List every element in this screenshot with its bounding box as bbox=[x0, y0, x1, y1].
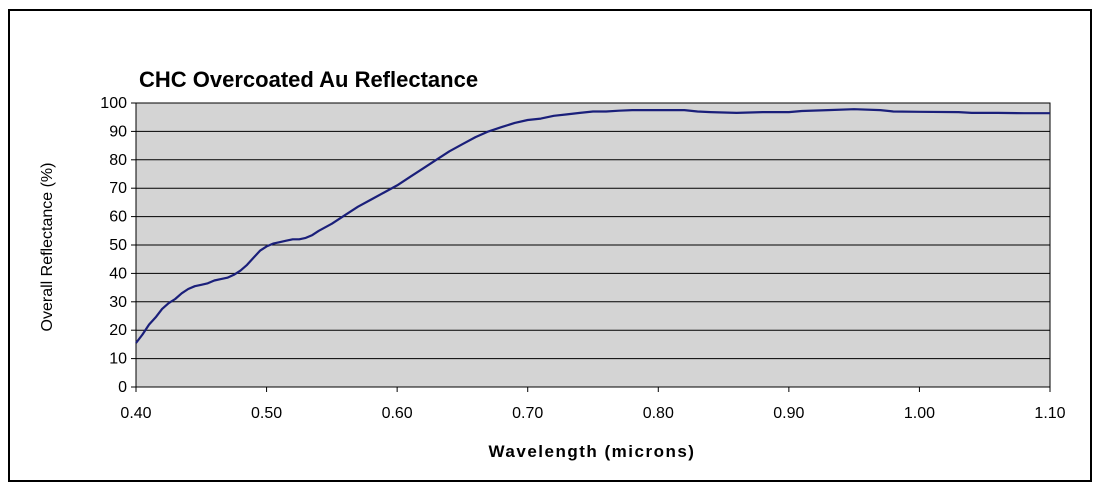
x-axis-label: Wavelength (microns) bbox=[489, 442, 696, 461]
gridlines bbox=[136, 102, 1050, 360]
y-axis: 0 10 20 30 40 50 60 70 80 90 100 bbox=[100, 95, 136, 396]
series-line bbox=[135, 108, 1050, 344]
y-tick-label: 80 bbox=[109, 152, 127, 169]
y-tick-label: 10 bbox=[109, 351, 127, 368]
x-tick-label: 1.00 bbox=[904, 405, 935, 422]
y-tick-label: 20 bbox=[109, 322, 127, 339]
x-tick-label: 0.50 bbox=[251, 405, 282, 422]
x-tick-label: 0.40 bbox=[120, 405, 151, 422]
y-tick-label: 50 bbox=[109, 237, 127, 254]
x-tick-label: 0.90 bbox=[773, 405, 804, 422]
y-tick-label: 90 bbox=[109, 123, 127, 140]
x-tick-label: 0.70 bbox=[512, 405, 543, 422]
chart-frame: CHC Overcoated Au Reflectance 0.40 0.50 0.… bbox=[8, 9, 1092, 482]
y-tick-label: 30 bbox=[109, 294, 127, 311]
x-tick-label: 1.10 bbox=[1034, 405, 1065, 422]
y-tick-label: 60 bbox=[109, 209, 127, 226]
y-axis-label: Overall Reflectance (%) bbox=[39, 163, 56, 332]
y-tick-label: 70 bbox=[109, 180, 127, 197]
x-axis: 0.40 0.50 0.60 0.70 0.80 0.90 1.00 1.10 bbox=[120, 387, 1066, 422]
x-tick-label: 0.60 bbox=[382, 405, 413, 422]
y-tick-label: 40 bbox=[109, 265, 127, 282]
y-tick-label: 100 bbox=[100, 95, 127, 112]
y-tick-label: 0 bbox=[118, 379, 127, 396]
chart-title: CHC Overcoated Au Reflectance bbox=[139, 67, 478, 92]
x-tick-label: 0.80 bbox=[643, 405, 674, 422]
reflectance-chart: CHC Overcoated Au Reflectance 0.40 0.50 0.… bbox=[39, 67, 1066, 461]
